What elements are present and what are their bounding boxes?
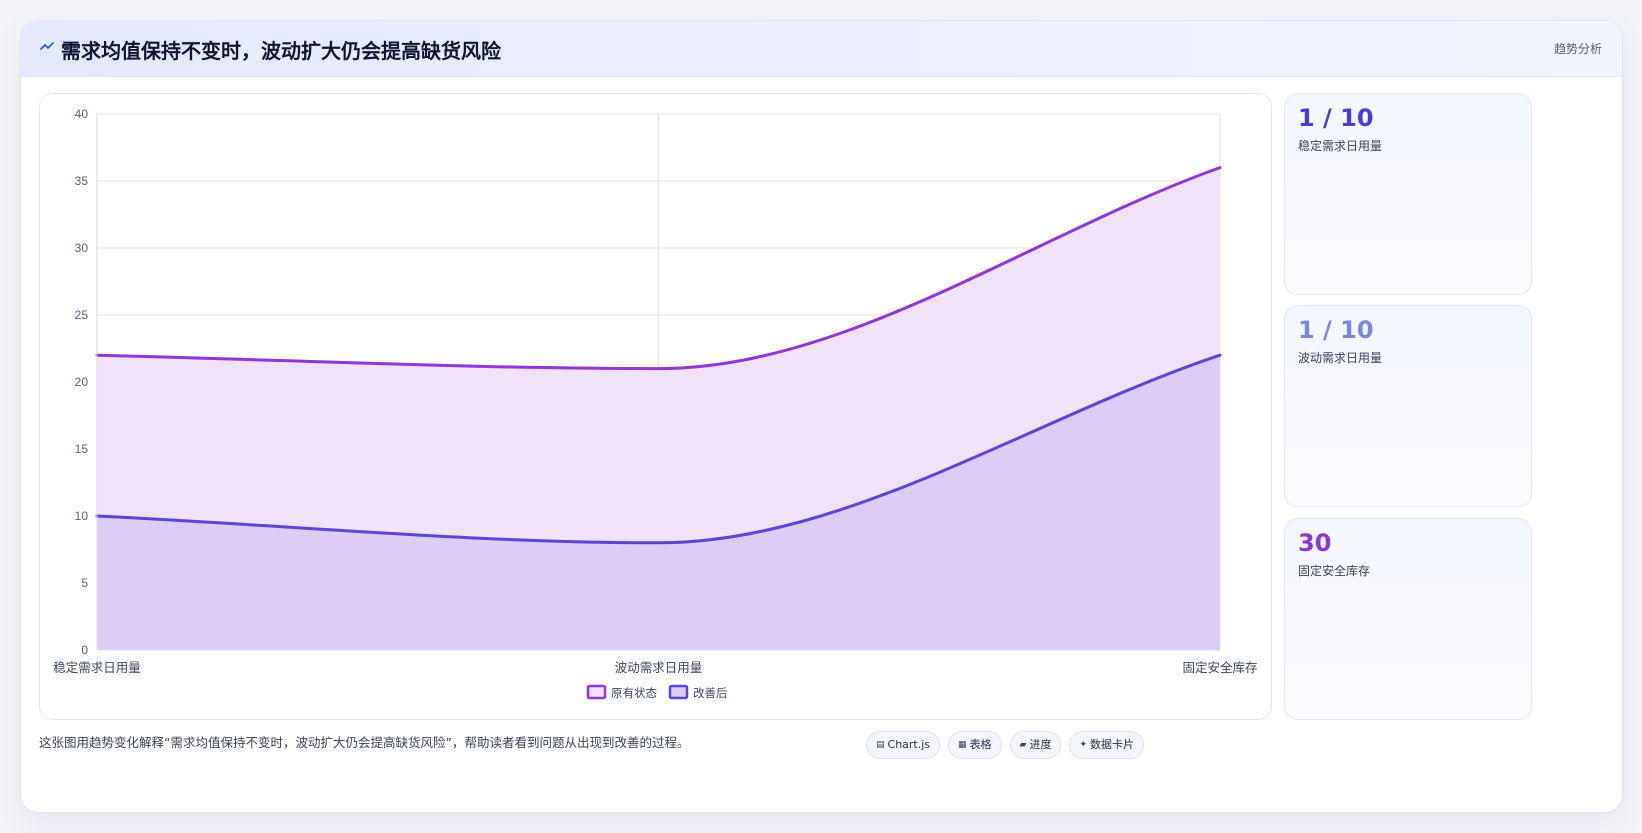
tag-progress[interactable]: ▰ 进度 [1009, 731, 1062, 759]
tag-label: 数据卡片 [1090, 738, 1135, 751]
y-tick-label: 30 [75, 241, 89, 255]
tag-label: 表格 [969, 738, 992, 751]
x-tick-label: 稳定需求日用量 [53, 660, 141, 675]
tag-table[interactable]: ▦ 表格 [948, 731, 1002, 759]
stat-label: 稳定需求日用量 [1298, 139, 1383, 153]
trend-line-icon [40, 39, 54, 55]
y-tick-label: 15 [75, 442, 89, 456]
tag-data-card[interactable]: ✦ 数据卡片 [1069, 731, 1145, 759]
chart-description: 这张图用趋势变化解释“需求均值保持不变时，波动扩大仍会提高缺货风险”，帮助读者看… [39, 735, 690, 750]
legend-swatch [586, 684, 607, 700]
chart-icon: ▤ [876, 740, 885, 750]
tag-chartjs[interactable]: ▤ Chart.js [866, 731, 941, 759]
legend-label: 原有状态 [611, 686, 657, 700]
y-tick-label: 20 [75, 375, 89, 389]
stat-card-2: 1 / 10 波动需求日用量 [1284, 305, 1532, 507]
stat-value: 30 [1298, 529, 1332, 557]
y-tick-label: 25 [75, 308, 89, 322]
trend-card: 需求均值保持不变时，波动扩大仍会提高缺货风险 趋势分析 0 5 10 15 20 25 30… [20, 20, 1623, 813]
series-line-0 [95, 166, 1222, 371]
stat-label: 波动需求日用量 [1298, 351, 1383, 365]
y-tick-label: 0 [81, 643, 88, 657]
x-tick-label: 波动需求日用量 [615, 660, 703, 675]
y-tick-label: 35 [75, 174, 89, 188]
progress-icon: ▰ [1019, 740, 1027, 750]
header-category-label: 趋势分析 [1553, 42, 1602, 56]
stat-card-3: 30 固定安全库存 [1284, 518, 1532, 720]
card-icon: ✦ [1079, 740, 1088, 750]
tag-label: 进度 [1029, 738, 1052, 751]
series-area-1 [97, 355, 1220, 650]
stat-value: 1 / 10 [1298, 316, 1374, 344]
chart-panel: 0 5 10 15 20 25 30 35 40 稳定需求日用量 波动需求日用量 固定安全库存原有状态… [39, 93, 1272, 720]
x-tick-label: 固定安全库存 [1182, 660, 1257, 675]
table-icon: ▦ [958, 740, 967, 750]
stat-value: 1 / 10 [1298, 104, 1374, 132]
footer-tags: ▤ Chart.js ▦ 表格 ▰ 进度 ✦ 数据卡片 [866, 731, 1145, 759]
legend-label: 改善后 [693, 686, 728, 700]
page-title: 需求均值保持不变时，波动扩大仍会提高缺货风险 [61, 39, 501, 63]
legend-swatch [668, 684, 689, 700]
y-tick-label: 40 [75, 107, 89, 121]
y-tick-label: 5 [81, 576, 88, 590]
series-line-1 [95, 353, 1222, 545]
tag-label: Chart.js [887, 738, 931, 751]
stat-label: 固定安全库存 [1298, 564, 1371, 578]
y-tick-label: 10 [75, 509, 89, 523]
card-header: 需求均值保持不变时，波动扩大仍会提高缺货风险 趋势分析 [21, 21, 1622, 77]
area-chart: 0 5 10 15 20 25 30 35 40 稳定需求日用量 波动需求日用量 固定安全库存原有状态… [53, 107, 1257, 700]
stat-card-1: 1 / 10 稳定需求日用量 [1284, 93, 1532, 295]
